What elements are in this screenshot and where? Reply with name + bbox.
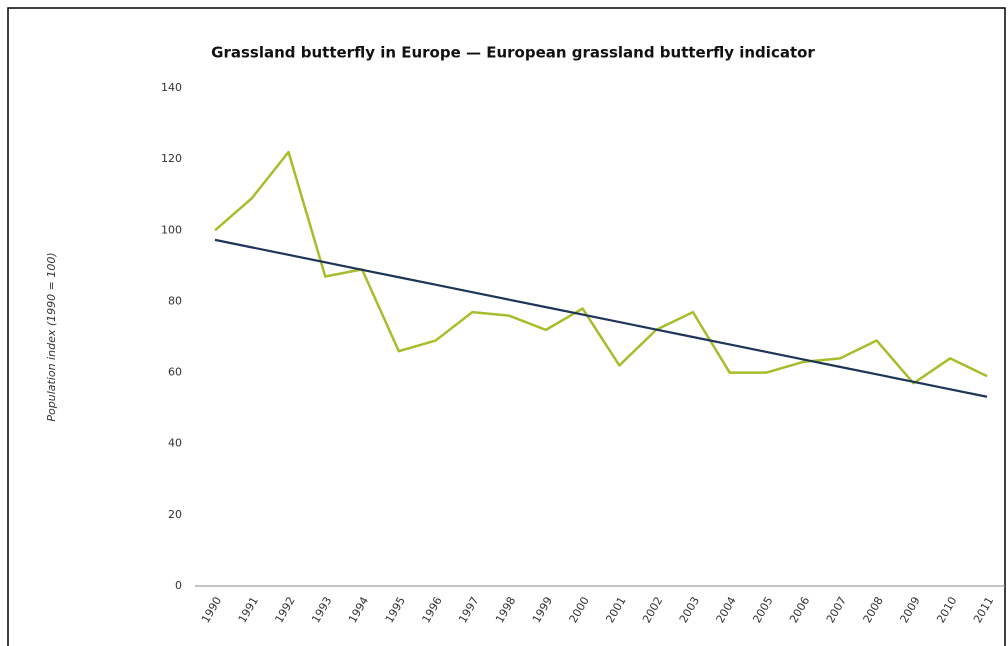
- x-tick-label: 2008: [861, 595, 886, 626]
- x-tick-label: 1995: [383, 595, 408, 626]
- y-tick-label: 140: [161, 81, 182, 94]
- x-tick-label: 2009: [897, 595, 922, 626]
- y-tick-label: 0: [175, 579, 182, 592]
- x-tick-label: 2004: [714, 595, 739, 626]
- x-tick-label: 1999: [530, 595, 555, 626]
- x-tick-label: 1993: [309, 595, 334, 626]
- x-tick-label: 1991: [236, 595, 261, 626]
- x-tick-label: 1990: [199, 595, 224, 626]
- x-tick-label: 2011: [971, 595, 996, 626]
- y-tick-label: 100: [161, 223, 182, 236]
- x-tick-label: 2006: [787, 595, 812, 626]
- y-tick-label: 20: [168, 508, 182, 521]
- y-axis-label: Population index (1990 = 100): [45, 252, 58, 421]
- x-tick-label: 1998: [493, 595, 518, 626]
- x-tick-label: 2002: [640, 595, 665, 626]
- y-tick-label: 60: [168, 366, 182, 379]
- y-tick-label: 80: [168, 294, 182, 307]
- x-tick-label: 2000: [567, 595, 592, 626]
- y-tick-label: 40: [168, 437, 182, 450]
- chart-title: Grassland butterfly in Europe — European…: [211, 44, 815, 62]
- y-tick-label: 120: [161, 152, 182, 165]
- x-tick-label: 2010: [934, 595, 959, 626]
- x-tick-label: 2003: [677, 595, 702, 626]
- frame: [7, 7, 1006, 646]
- x-tick-label: 2007: [824, 595, 849, 626]
- series-line: [214, 238, 988, 398]
- series-line: [214, 150, 988, 385]
- x-tick-label: 2005: [750, 595, 775, 626]
- x-tick-label: 1997: [456, 595, 481, 626]
- x-tick-label: 1994: [346, 595, 371, 626]
- x-tick-label: 2001: [603, 595, 628, 626]
- x-tick-label: 1996: [420, 595, 445, 626]
- x-tick-label: 1992: [272, 595, 297, 626]
